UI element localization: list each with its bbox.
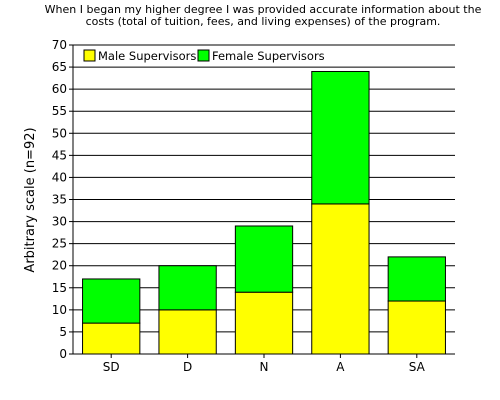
chart-title: When I began my higher degree I was prov… [45,3,482,28]
y-tick-labels: 0 5 10 15 20 25 30 35 40 45 50 55 60 65 70 [52,38,67,361]
y-axis-label: Arbitrary scale (n=92) [23,127,38,272]
y-tick-label: 5 [59,325,67,339]
bar-female-d [158,265,217,311]
legend: Male Supervisors Female Supervisors [83,49,325,63]
y-tick-label: 45 [52,148,67,162]
y-tick-label: 25 [52,237,67,251]
y-tick-label: 15 [52,281,67,295]
y-tick-label: 65 [52,60,67,74]
legend-swatch-male [83,49,96,62]
x-tick-label: SD [103,360,120,374]
y-tick-label: 20 [52,259,67,273]
bar-male-d [158,309,217,355]
y-tick-label: 35 [52,193,67,207]
bar-female-sa [387,256,446,302]
y-tick-label: 40 [52,170,67,184]
bar-female-a [311,70,370,205]
x-tick-label: SA [409,360,426,374]
bars [82,70,446,355]
y-tick-label: 0 [59,347,67,361]
x-tick-label: A [336,360,345,374]
bar-male-sd [82,322,141,355]
legend-swatch-female [197,49,210,62]
legend-label-female: Female Supervisors [212,49,325,63]
y-tick-label: 10 [52,303,67,317]
x-tick-labels: SD D N A SA [103,354,426,374]
chart-title-line-2: costs (total of tuition, fees, and livin… [86,15,441,28]
y-tick-label: 55 [52,104,67,118]
chart-title-line-1: When I began my higher degree I was prov… [45,3,482,16]
bar-male-sa [387,300,446,355]
legend-label-male: Male Supervisors [98,49,196,63]
y-tick-label: 50 [52,126,67,140]
bar-female-sd [82,278,141,324]
y-tick-label: 70 [52,38,67,52]
bar-female-n [234,225,294,293]
x-tick-label: D [183,360,192,374]
y-tick-label: 30 [52,215,67,229]
y-tick-label: 60 [52,82,67,96]
bar-male-n [234,291,294,355]
x-tick-label: N [260,360,269,374]
bar-male-a [311,203,370,355]
